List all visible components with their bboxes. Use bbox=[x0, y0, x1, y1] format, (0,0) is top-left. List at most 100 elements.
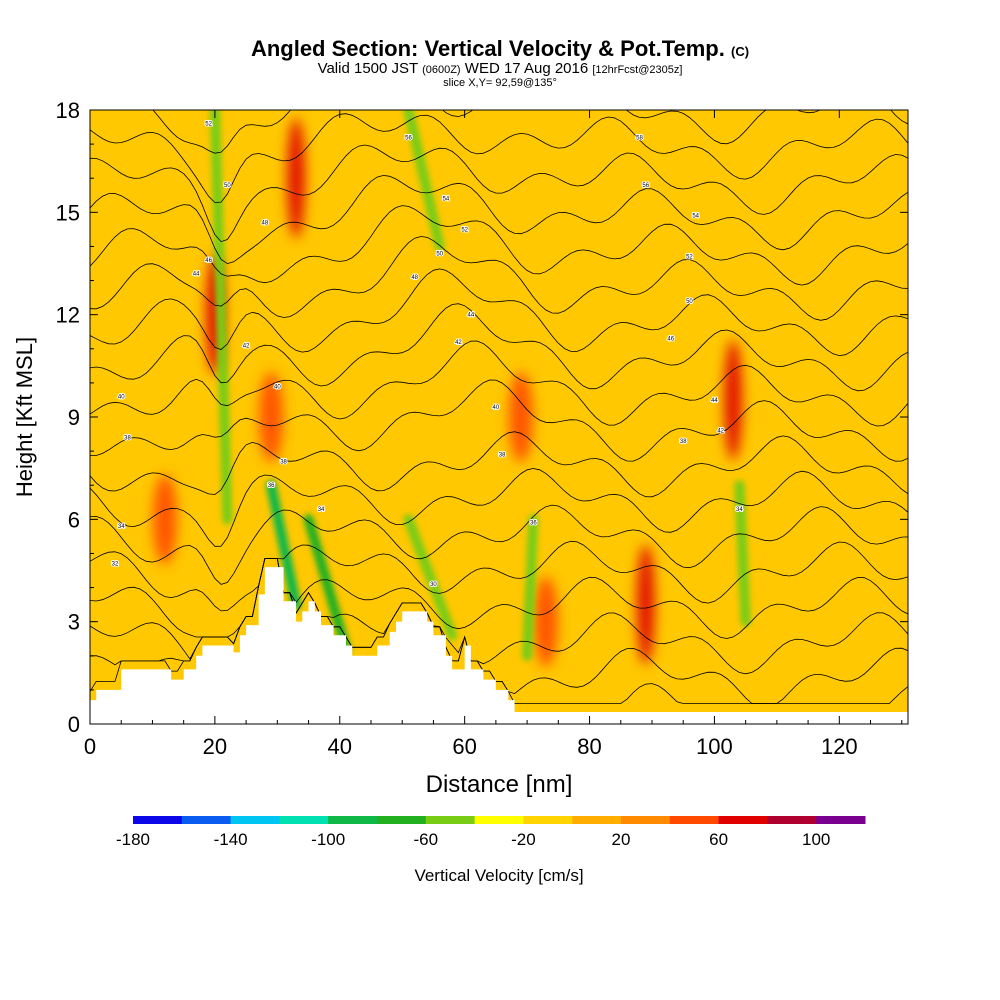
colorbar-swatch bbox=[718, 816, 768, 824]
x-tick-label: 100 bbox=[696, 734, 733, 759]
colorbar-swatch bbox=[377, 816, 427, 824]
isentrope-label: 38 bbox=[280, 459, 287, 465]
downdraft-band bbox=[734, 480, 751, 627]
colorbar-tick-label: 60 bbox=[709, 830, 728, 849]
isentrope-label: 50 bbox=[224, 183, 231, 189]
colorbar-tick-label: -140 bbox=[214, 830, 248, 849]
x-tick-label: 120 bbox=[821, 734, 858, 759]
isentrope-line bbox=[90, 504, 908, 585]
colorbar-tick-label: -180 bbox=[116, 830, 150, 849]
colorbar: -180 -140 -100 -60 -20 20 60 100 bbox=[116, 816, 866, 849]
subtitle-utc: (0600Z) bbox=[422, 64, 461, 76]
x-tick-label: 60 bbox=[452, 734, 476, 759]
colorbar-tick-label: -20 bbox=[511, 830, 536, 849]
chart-title-main: Angled Section: Vertical Velocity & Pot.… bbox=[250, 36, 725, 61]
isentrope-label: 44 bbox=[711, 398, 718, 404]
x-tick-label: 0 bbox=[84, 734, 96, 759]
chart-title: Angled Section: Vertical Velocity & Pot.… bbox=[0, 36, 1000, 62]
isentrope-label: 48 bbox=[411, 275, 418, 281]
y-tick-label: 6 bbox=[68, 507, 80, 532]
isentrope-label: 56 bbox=[405, 135, 412, 141]
isentrope-label: 40 bbox=[274, 384, 281, 390]
downdraft-band bbox=[209, 110, 233, 525]
colorbar-swatch bbox=[523, 816, 573, 824]
updraft-maximum bbox=[287, 118, 306, 239]
isentrope-label: 58 bbox=[636, 135, 643, 141]
isentrope-label: 42 bbox=[717, 429, 724, 435]
isentrope-line bbox=[90, 236, 908, 321]
isentrope-line bbox=[90, 205, 908, 286]
isentrope-label: 50 bbox=[436, 251, 443, 257]
updraft-maximum bbox=[152, 474, 177, 565]
updraft-maximum bbox=[724, 339, 743, 460]
updraft-maximum bbox=[508, 372, 533, 462]
colorbar-swatch bbox=[279, 816, 329, 824]
isentrope-line bbox=[90, 468, 908, 547]
x-axis: 0 20 40 60 80 100 120 bbox=[84, 110, 903, 759]
x-tick-label: 80 bbox=[577, 734, 601, 759]
y-tick-label: 9 bbox=[68, 405, 80, 430]
isentrope-label: 46 bbox=[667, 337, 674, 343]
chart-title-unit: (C) bbox=[731, 44, 750, 59]
isentrope-label: 48 bbox=[261, 221, 268, 227]
isentrope-line bbox=[90, 268, 908, 357]
updraft-maximum bbox=[259, 372, 284, 462]
isentrope-label: 54 bbox=[443, 197, 450, 203]
isentrope-line bbox=[90, 113, 908, 203]
isentrope-label: 44 bbox=[468, 313, 475, 319]
y-tick-label: 15 bbox=[56, 200, 80, 225]
isentrope-contours bbox=[90, 110, 908, 704]
isentrope-label: 30 bbox=[430, 582, 437, 588]
colorbar-swatch bbox=[230, 816, 280, 824]
isentrope-label: 38 bbox=[499, 453, 506, 459]
isentrope-label: 52 bbox=[686, 255, 693, 261]
downdraft-band bbox=[522, 514, 539, 661]
isentrope-label: 52 bbox=[461, 227, 468, 233]
colorbar-tick-label: -100 bbox=[311, 830, 345, 849]
isentrope-label: 52 bbox=[205, 122, 212, 128]
colorbar-swatch bbox=[669, 816, 720, 824]
isentrope-line bbox=[90, 558, 908, 639]
y-tick-label: 12 bbox=[56, 303, 80, 328]
chart-subtitle: Valid 1500 JST (0600Z) WED 17 Aug 2016 [… bbox=[0, 60, 1000, 77]
colorbar-swatch bbox=[474, 816, 524, 824]
slice-label: slice X,Y= 92,59@135° bbox=[443, 77, 557, 89]
colorbar-swatch bbox=[133, 816, 183, 824]
colorbar-tick-label: 20 bbox=[612, 830, 631, 849]
downdraft-band bbox=[403, 514, 458, 641]
subtitle-forecast: [12hrFcst@2305z] bbox=[592, 64, 683, 76]
isentrope-label: 50 bbox=[686, 299, 693, 305]
colorbar-swatch bbox=[572, 816, 622, 824]
isentrope-label: 34 bbox=[736, 507, 743, 513]
y-axis-label: Height [Kft MSL] bbox=[12, 337, 37, 497]
isentrope-line bbox=[152, 110, 908, 154]
x-tick-label: 20 bbox=[203, 734, 227, 759]
y-tick-label: 18 bbox=[56, 98, 80, 123]
isentrope-line bbox=[90, 379, 908, 462]
isentrope-label: 36 bbox=[268, 483, 275, 489]
y-tick-label: 0 bbox=[68, 712, 80, 737]
isentrope-labels: 52 50 48 46 44 42 40 38 36 34 40 38 34 32 56 54 52 50 48 44… bbox=[111, 121, 745, 590]
subtitle-valid: Valid 1500 JST bbox=[317, 60, 418, 77]
isentrope-line bbox=[90, 431, 908, 498]
isentrope-label: 44 bbox=[193, 272, 200, 278]
isentrope-label: 38 bbox=[124, 435, 131, 441]
isentrope-label: 40 bbox=[118, 395, 125, 401]
y-axis: 0 36 9 12 15 18 bbox=[56, 98, 908, 737]
downdraft-band bbox=[266, 480, 302, 610]
x-tick-label: 40 bbox=[328, 734, 352, 759]
isentrope-label: 34 bbox=[318, 507, 325, 513]
colorbar-label: Vertical Velocity [cm/s] bbox=[414, 866, 583, 885]
isentrope-line bbox=[90, 303, 908, 392]
plot-area: 52 50 48 46 44 42 40 38 36 34 40 38 34 32 56 54 52 50 48 44… bbox=[90, 110, 908, 724]
colorbar-swatch bbox=[328, 816, 378, 824]
isentrope-label: 46 bbox=[205, 258, 212, 264]
colorbar-swatch bbox=[425, 816, 476, 824]
isentrope-label: 56 bbox=[642, 183, 649, 189]
colorbar-swatch bbox=[767, 816, 817, 824]
isentrope-label: 38 bbox=[680, 439, 687, 445]
isentrope-line bbox=[90, 174, 908, 265]
downdraft-band bbox=[403, 110, 445, 252]
isentrope-label: 42 bbox=[243, 343, 250, 349]
updraft-maximum bbox=[533, 576, 558, 667]
